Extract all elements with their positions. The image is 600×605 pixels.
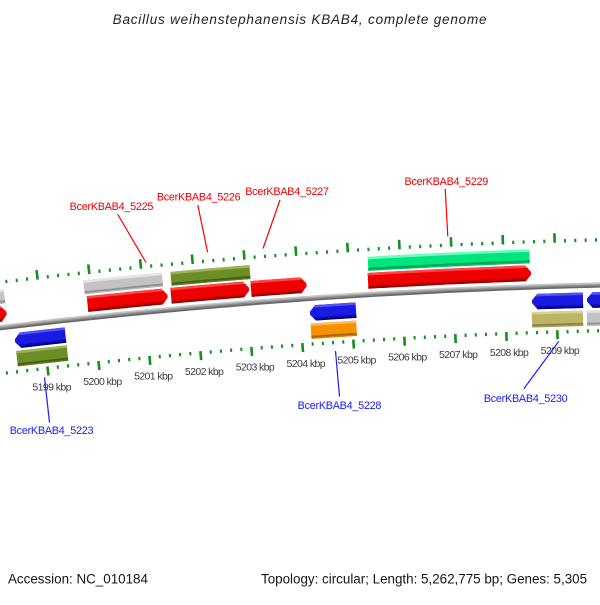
svg-text:Bacillus weihenstephanensis KB: Bacillus weihenstephanensis KBAB4, compl… [113, 12, 488, 27]
svg-text:BcerKBAB4_5225: BcerKBAB4_5225 [70, 201, 154, 213]
svg-text:BcerKBAB4_5226: BcerKBAB4_5226 [157, 191, 241, 203]
svg-text:Accession: NC_010184: Accession: NC_010184 [8, 572, 148, 587]
svg-text:5205 kbp: 5205 kbp [337, 355, 376, 367]
svg-text:5202 kbp: 5202 kbp [185, 366, 224, 378]
svg-text:5207 kbp: 5207 kbp [439, 349, 478, 361]
svg-text:5203 kbp: 5203 kbp [236, 362, 275, 374]
svg-text:5206 kbp: 5206 kbp [388, 352, 427, 364]
svg-text:5201 kbp: 5201 kbp [134, 371, 173, 383]
svg-text:5200 kbp: 5200 kbp [83, 376, 122, 388]
svg-text:BcerKBAB4_5223: BcerKBAB4_5223 [10, 425, 94, 437]
svg-text:5204 kbp: 5204 kbp [287, 358, 326, 370]
svg-text:5209 kbp: 5209 kbp [541, 345, 580, 357]
svg-text:BcerKBAB4_5228: BcerKBAB4_5228 [298, 400, 382, 412]
svg-text:5208 kbp: 5208 kbp [490, 347, 529, 359]
svg-text:BcerKBAB4_5227: BcerKBAB4_5227 [245, 186, 329, 198]
svg-text:BcerKBAB4_5230: BcerKBAB4_5230 [484, 393, 568, 405]
svg-text:Topology: circular; Length: 5,: Topology: circular; Length: 5,262,775 bp… [261, 572, 587, 587]
svg-text:5199 kbp: 5199 kbp [32, 381, 71, 393]
svg-text:BcerKBAB4_5229: BcerKBAB4_5229 [405, 176, 489, 188]
